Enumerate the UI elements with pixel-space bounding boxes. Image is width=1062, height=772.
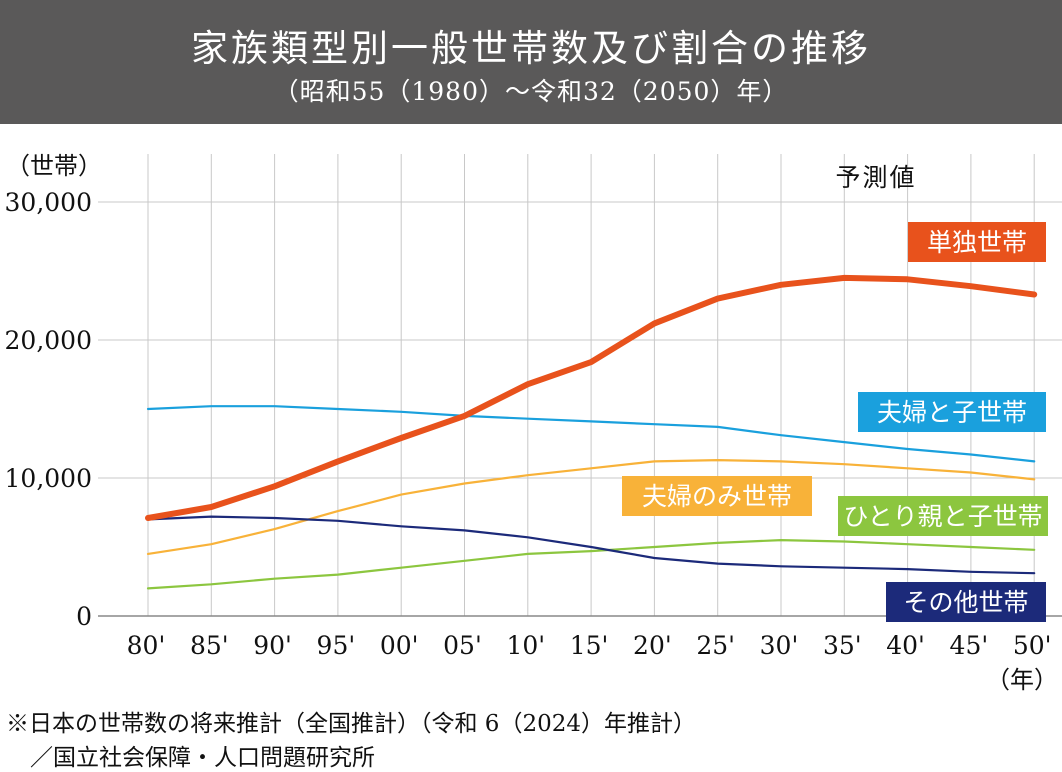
x-tick-label: 90'	[253, 631, 292, 660]
series-line-single_parent	[146, 539, 1036, 590]
x-tick-label: 30'	[760, 631, 799, 660]
y-tick-label: 10,000	[5, 464, 92, 493]
projection-label: 予測値	[835, 163, 916, 192]
source-note-line1: ※日本の世帯数の将来推計（全国推計）（令和 6（2024）年推計）	[6, 711, 696, 737]
line-chart: 0 10,000 20,000 30,000 （世帯） 80' 85' 90' 95' 00' 05…	[5, 152, 1062, 694]
series-label-other: その他世帯	[903, 588, 1028, 617]
series-label-single: 単独世帯	[927, 228, 1027, 257]
series-label-single_parent: ひとり親と子世帯	[843, 502, 1042, 531]
chart-title: 家族類型別一般世帯数及び割合の推移	[191, 27, 871, 70]
x-tick-label: 45'	[950, 631, 989, 660]
y-tick-label: 0	[76, 602, 92, 631]
x-tick-label: 25'	[696, 631, 735, 660]
series-line-couple_children	[146, 405, 1036, 463]
series-label-box-single_parent	[838, 496, 1048, 536]
series-label-couple_only: 夫婦のみ世帯	[642, 482, 792, 511]
x-tick-label: 10'	[506, 631, 545, 660]
x-tick-label: 15'	[570, 631, 609, 660]
x-tick-label: 40'	[886, 631, 925, 660]
series-label-box-single	[908, 222, 1046, 262]
x-tick-label: 80'	[127, 631, 166, 660]
y-axis-label: （世帯）	[6, 152, 102, 180]
x-tick-label: 85'	[190, 631, 229, 660]
series-line-other	[146, 515, 1036, 575]
series-line-single	[145, 274, 1038, 521]
series-label-box-couple_children	[858, 392, 1046, 432]
chart-subtitle: （昭和55（1980）〜令和32（2050）年）	[273, 77, 789, 106]
title-banner: 家族類型別一般世帯数及び割合の推移 （昭和55（1980）〜令和32（2050）…	[0, 0, 1062, 124]
x-axis-label: （年）	[986, 666, 1058, 694]
y-tick-label: 20,000	[5, 326, 92, 355]
series-label-box-couple_only	[622, 476, 812, 516]
x-tick-label: 20'	[633, 631, 672, 660]
series-line-couple_only	[146, 459, 1036, 555]
source-note-line2: ／国立社会保障・人口問題研究所	[30, 745, 375, 771]
y-tick-label: 30,000	[5, 188, 92, 217]
x-tick-label: 35'	[823, 631, 862, 660]
x-tick-label: 50'	[1013, 631, 1052, 660]
x-tick-label: 05'	[443, 631, 482, 660]
series-label-box-other	[886, 582, 1046, 622]
x-tick-label: 00'	[380, 631, 419, 660]
series-label-couple_children: 夫婦と子世帯	[877, 398, 1027, 427]
x-tick-label: 95'	[317, 631, 356, 660]
